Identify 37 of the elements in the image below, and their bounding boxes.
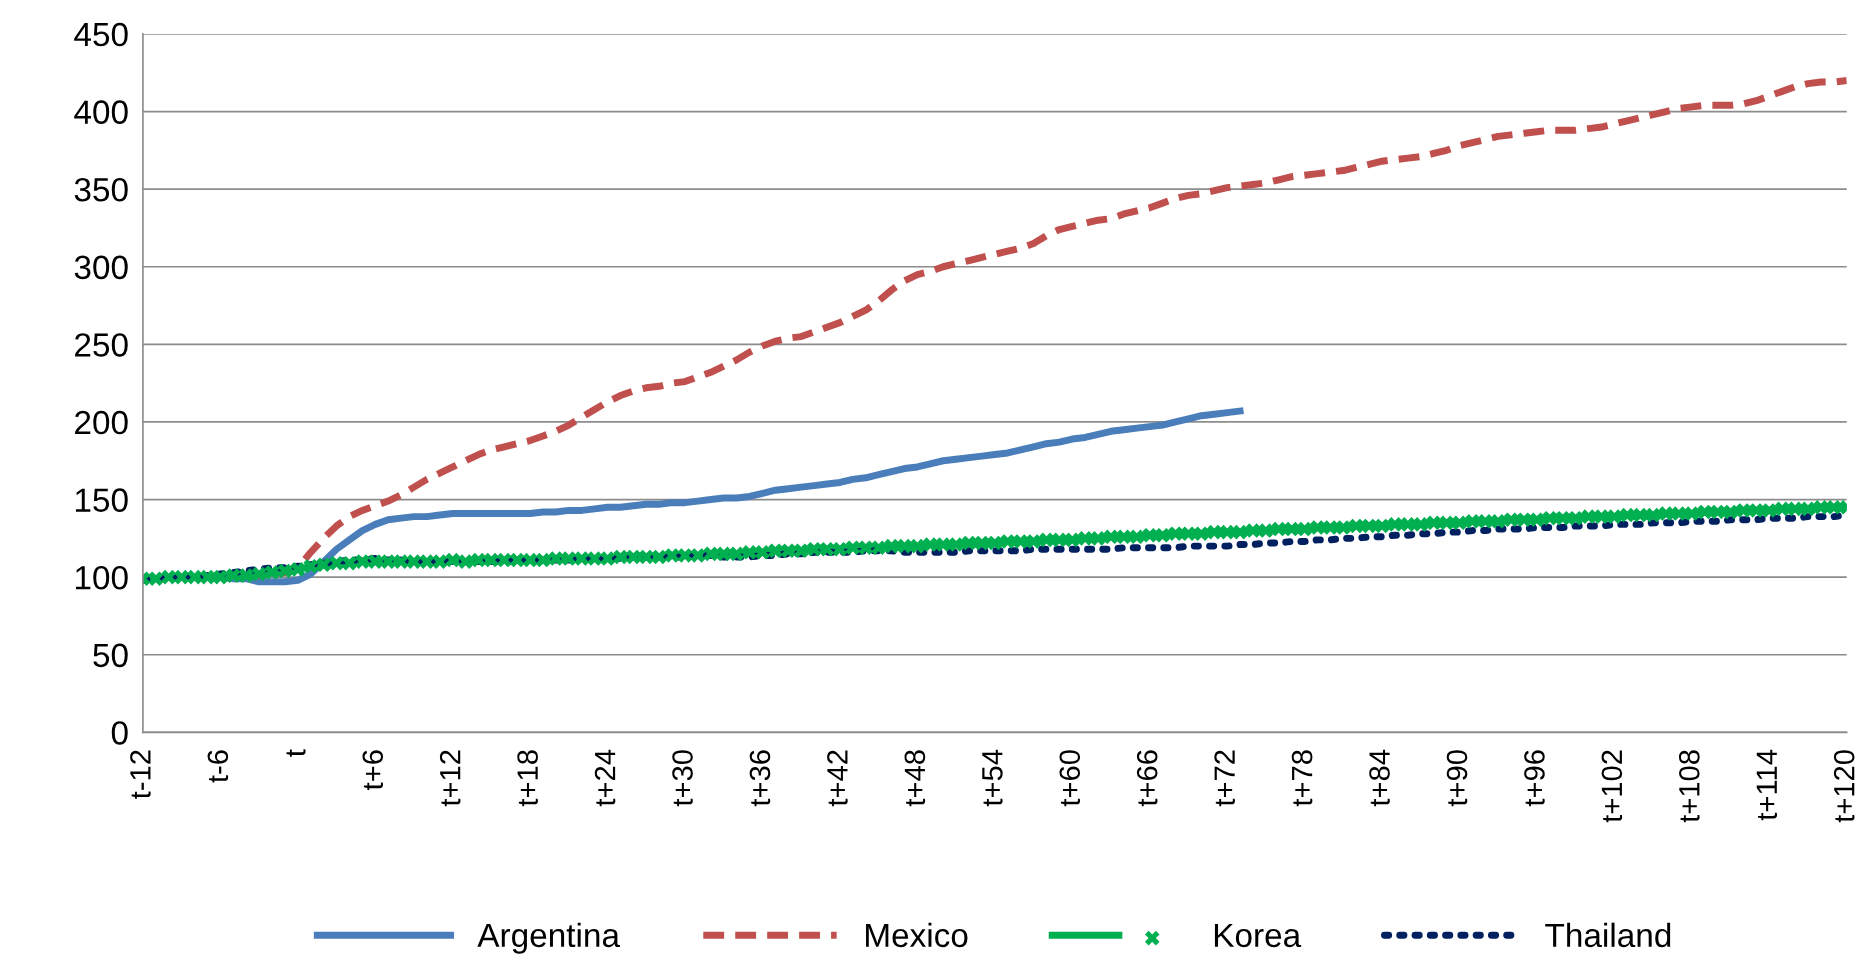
y-tick-label: 450: [74, 22, 128, 47]
x-tick-label: t+114: [1756, 749, 1778, 821]
x-tick-label: t+48: [904, 750, 926, 807]
x-tick-label: t+84: [1369, 749, 1390, 807]
x-tick-label: t+18: [517, 750, 538, 807]
y-tick-label: 100: [75, 565, 128, 590]
y-tick-label: 350: [74, 177, 128, 202]
y-tick-label: 0: [111, 721, 128, 745]
x-tick-label: t+54: [982, 749, 1003, 807]
y-tick-label: 150: [75, 488, 128, 512]
x-tick-label: t+6: [362, 750, 384, 790]
y-tick-label: 400: [74, 100, 128, 124]
x-tick-label: t+72: [1214, 750, 1235, 807]
x-tick-label: t+96: [1524, 750, 1545, 807]
x-tick-label: t+60: [1059, 750, 1081, 807]
x-tick-label: t+120: [1833, 750, 1855, 823]
x-tick-label: t+108: [1679, 750, 1700, 823]
x-tick-label: t+24: [594, 749, 616, 807]
x-tick-label: t+102: [1601, 750, 1623, 823]
x-tick-label: t+90: [1446, 750, 1468, 807]
y-tick-label: 50: [93, 643, 128, 668]
y-tick-label: 250: [75, 333, 128, 357]
x-tick-label: t+30: [672, 750, 693, 807]
legend-label: Argentina: [477, 922, 620, 954]
x-tick-label: t+78: [1291, 750, 1313, 807]
legend-label: Korea: [1214, 923, 1302, 948]
x-tick-label: t+42: [827, 750, 848, 807]
x-tick-label: t+66: [1136, 750, 1158, 807]
y-tick-label: 200: [75, 410, 128, 435]
x-tick-label: t+12: [439, 750, 461, 807]
legend-label: Thailand: [1545, 922, 1671, 948]
x-tick-label: t-6: [207, 750, 229, 783]
y-tick-label: 300: [74, 255, 128, 280]
x-tick-label: t: [286, 749, 306, 757]
x-tick-label: t-12: [130, 750, 151, 799]
x-tick-label: t+36: [749, 750, 771, 807]
legend-label: Mexico: [866, 922, 968, 948]
